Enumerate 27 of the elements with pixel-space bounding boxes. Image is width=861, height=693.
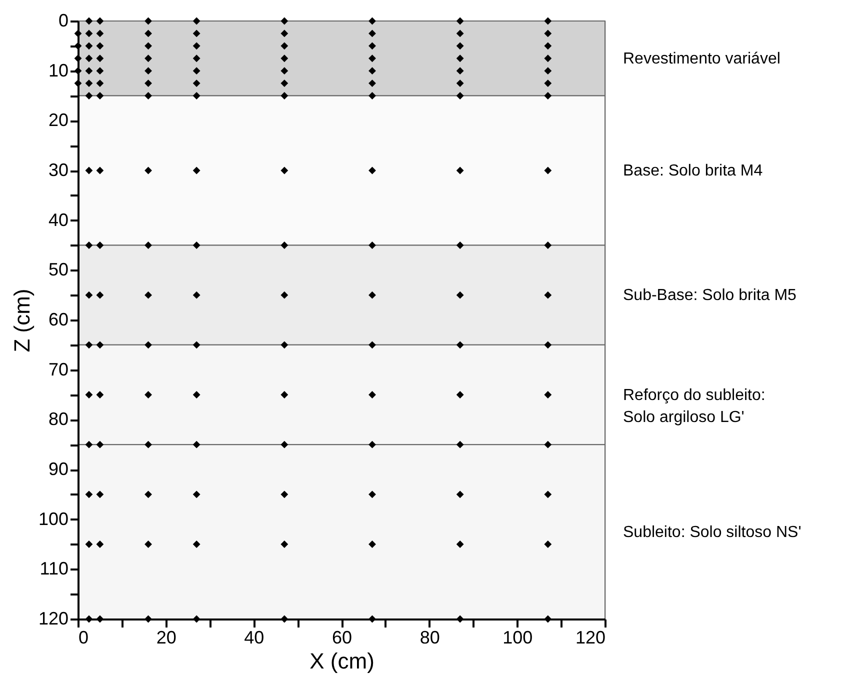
x-tick-label: 0: [78, 628, 89, 648]
band-label: Reforço do subleito: Solo argiloso LG': [623, 386, 766, 426]
x-tick-label: 80: [420, 628, 440, 648]
y-tick-label: 80: [48, 409, 68, 430]
x-axis-title: X (cm): [310, 648, 374, 674]
y-tick-label: 40: [48, 210, 68, 230]
y-tick-label: 20: [48, 110, 68, 130]
y-tick-label: 90: [48, 459, 68, 479]
x-tick-label: 60: [332, 628, 352, 648]
band-label: Base: Solo brita M4: [623, 162, 763, 180]
y-axis-title: Z (cm): [9, 288, 34, 352]
y-tick-label: 50: [48, 260, 68, 280]
band-label: Revestimento variável: [623, 50, 780, 68]
y-tick-label: 0: [58, 10, 68, 30]
y-tick-label: 100: [38, 508, 68, 529]
x-tick-label: 120: [575, 628, 606, 648]
y-tick-label: 60: [48, 310, 68, 330]
y-tick-label: 10: [48, 60, 68, 80]
y-tick-label: 120: [38, 608, 68, 628]
x-tick-label: 20: [156, 628, 176, 648]
x-tick-label: 40: [244, 628, 264, 648]
y-tick-label: 70: [48, 359, 68, 380]
band-label: Subleito: Solo siltoso NS': [623, 524, 802, 541]
x-tick-label: 100: [502, 628, 533, 648]
y-tick-label: 110: [40, 558, 68, 579]
y-tick-label: 30: [48, 160, 68, 180]
band-label: Sub-Base: Solo brita M5: [623, 287, 797, 304]
